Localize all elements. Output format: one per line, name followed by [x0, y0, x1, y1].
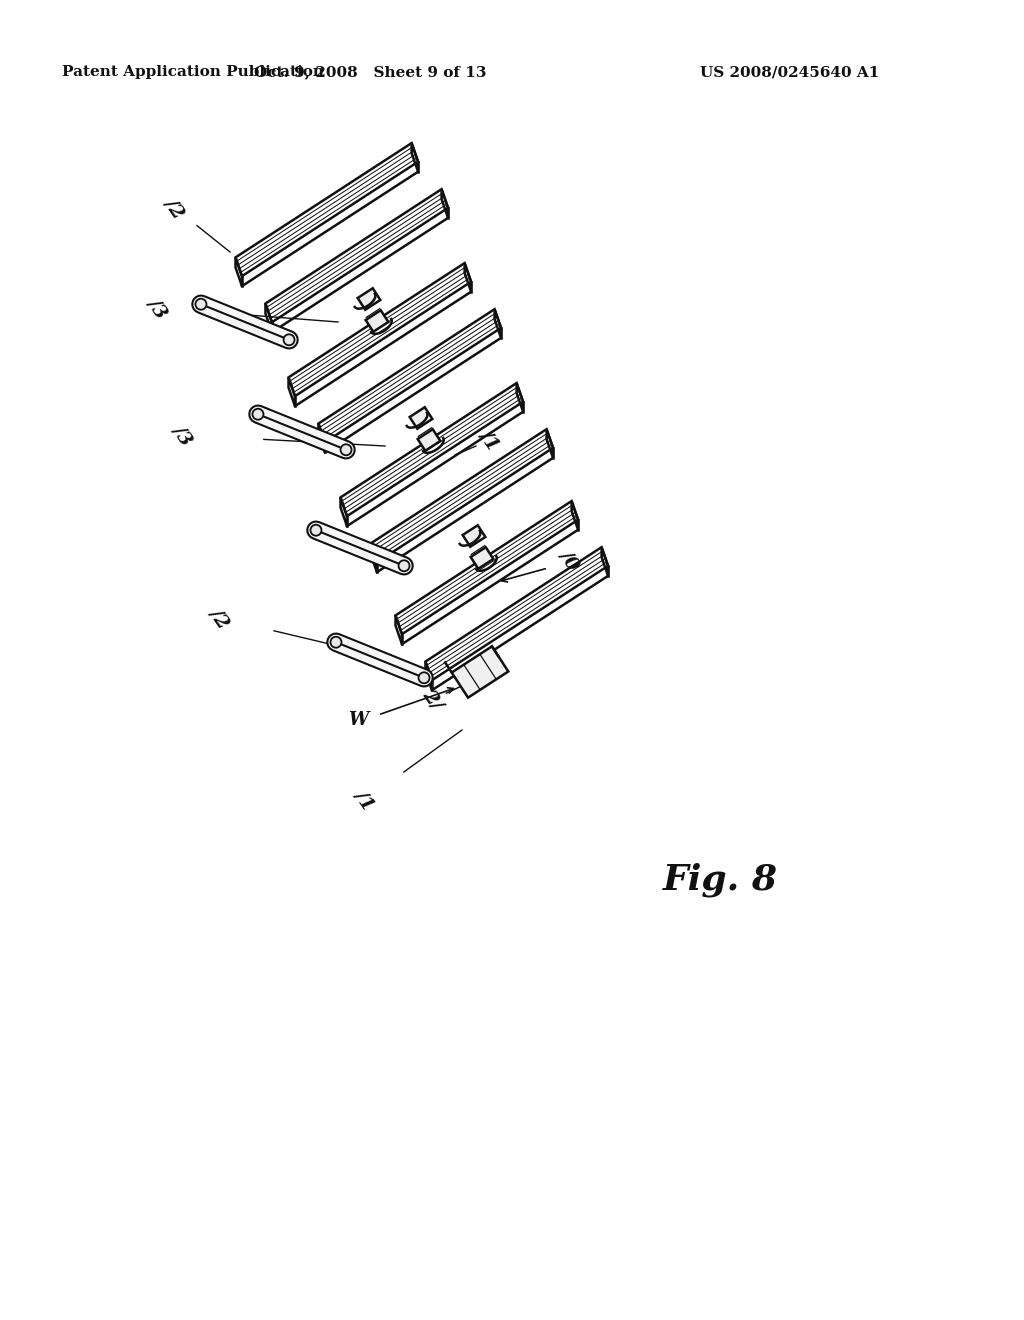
Text: /2: /2	[162, 194, 188, 222]
Circle shape	[341, 445, 351, 455]
Circle shape	[284, 334, 295, 346]
Circle shape	[419, 672, 429, 684]
Circle shape	[196, 298, 207, 310]
Text: Oct. 9, 2008   Sheet 9 of 13: Oct. 9, 2008 Sheet 9 of 13	[254, 65, 486, 79]
Text: /2: /2	[207, 605, 233, 632]
Text: 2/: 2/	[419, 686, 445, 714]
Polygon shape	[471, 548, 494, 569]
Polygon shape	[463, 525, 485, 546]
Text: /1: /1	[477, 426, 504, 454]
Text: W: W	[348, 711, 368, 729]
Circle shape	[253, 409, 263, 420]
Polygon shape	[418, 429, 440, 450]
Polygon shape	[410, 408, 432, 429]
Text: /3: /3	[170, 421, 197, 449]
Polygon shape	[452, 647, 508, 698]
Text: Fig. 8: Fig. 8	[663, 863, 777, 898]
Text: US 2008/0245640 A1: US 2008/0245640 A1	[700, 65, 880, 79]
Circle shape	[331, 636, 341, 648]
Polygon shape	[357, 288, 380, 310]
Text: /3: /3	[144, 294, 171, 322]
Text: /0: /0	[557, 546, 584, 574]
Circle shape	[310, 525, 322, 536]
Text: /1: /1	[351, 787, 378, 813]
Circle shape	[398, 560, 410, 572]
Text: Patent Application Publication: Patent Application Publication	[62, 65, 324, 79]
Polygon shape	[366, 310, 388, 331]
